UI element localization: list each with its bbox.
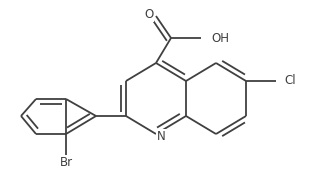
Text: N: N	[157, 129, 166, 143]
Text: OH: OH	[211, 32, 229, 44]
Text: O: O	[144, 9, 154, 22]
Text: Br: Br	[59, 156, 73, 169]
Text: Cl: Cl	[284, 74, 295, 88]
